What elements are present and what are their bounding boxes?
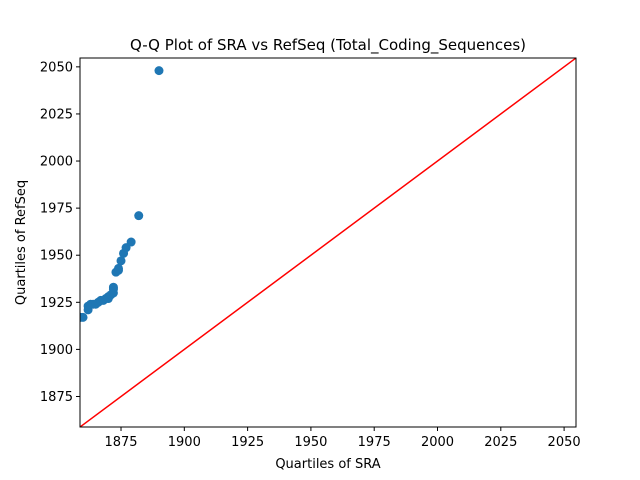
data-point [116, 256, 126, 266]
x-tick-label: 1950 [294, 435, 327, 450]
reference-line [80, 58, 576, 427]
x-tick-label: 1875 [104, 435, 137, 450]
y-tick-label: 2050 [40, 60, 73, 75]
y-tick-label: 2025 [40, 107, 73, 122]
data-point [108, 282, 118, 292]
data-point [126, 237, 136, 247]
x-tick-label: 2000 [421, 435, 454, 450]
y-tick-label: 1875 [40, 390, 73, 405]
data-point [154, 66, 164, 76]
x-tick-label: 2050 [548, 435, 581, 450]
plot-frame [79, 57, 577, 428]
chart-title: Q-Q Plot of SRA vs RefSeq (Total_Coding_… [130, 36, 526, 55]
y-axis-title: Quartiles of RefSeq [14, 180, 29, 305]
y-tick-label: 1900 [40, 343, 73, 358]
data-point [80, 312, 88, 322]
x-tick-label: 1925 [231, 435, 264, 450]
y-tick-label: 1950 [40, 249, 73, 264]
x-tick-label: 1900 [168, 435, 201, 450]
y-tick-label: 1975 [40, 202, 73, 217]
y-tick-label: 1925 [40, 296, 73, 311]
data-point [113, 263, 123, 273]
data-point [134, 211, 144, 221]
x-tick-label: 1975 [358, 435, 391, 450]
y-tick-label: 2000 [40, 155, 73, 170]
x-tick-label: 2025 [484, 435, 517, 450]
x-axis-title: Quartiles of SRA [275, 457, 380, 472]
